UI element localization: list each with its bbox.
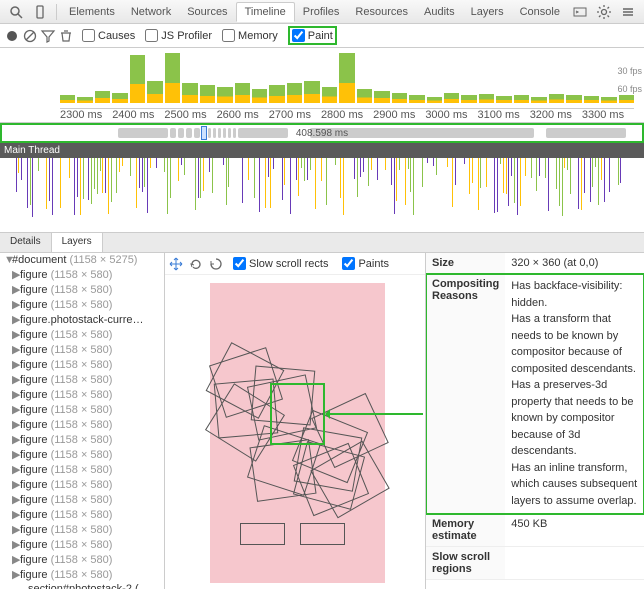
tree-row[interactable]: ▶figure (1158 × 580)	[0, 507, 164, 522]
tree-row[interactable]: ▶figure (1158 × 580)	[0, 567, 164, 582]
rotate-icon[interactable]	[189, 257, 203, 271]
main-thread-label: Main Thread	[0, 143, 644, 158]
tree-row[interactable]: ▶figure (1158 × 580)	[0, 357, 164, 372]
jsprofiler-checkbox[interactable]: JS Profiler	[145, 29, 212, 42]
tree-row[interactable]: ▶figure (1158 × 580)	[0, 447, 164, 462]
tree-row[interactable]: ▶figure (1158 × 580)	[0, 297, 164, 312]
layer-tree[interactable]: ▼#document (1158 × 5275)▶figure (1158 × …	[0, 253, 165, 589]
tree-row[interactable]: ▶figure (1158 × 580)	[0, 372, 164, 387]
tree-row[interactable]: ▶figure (1158 × 580)	[0, 537, 164, 552]
tab-audits[interactable]: Audits	[416, 3, 463, 21]
causes-checkbox[interactable]: Causes	[82, 29, 135, 42]
size-key: Size	[426, 253, 505, 274]
timeline-toolbar: Causes JS Profiler Memory Paint	[0, 24, 644, 48]
layer-rect[interactable]	[240, 523, 285, 545]
selected-layer[interactable]	[270, 383, 325, 445]
main-toolbar: ElementsNetworkSourcesTimelineProfilesRe…	[0, 0, 644, 24]
tab-console[interactable]: Console	[512, 3, 568, 21]
tab-details[interactable]: Details	[0, 233, 52, 252]
scroll-value	[505, 547, 644, 580]
tree-row[interactable]: ▶figure (1158 × 580)	[0, 432, 164, 447]
tab-resources[interactable]: Resources	[347, 3, 416, 21]
tab-elements[interactable]: Elements	[61, 3, 123, 21]
tab-layers[interactable]: Layers	[52, 233, 103, 252]
search-icon[interactable]	[8, 4, 24, 20]
tree-row[interactable]: ▶figure (1158 × 580)	[0, 462, 164, 477]
tree-row[interactable]: ▶figure (1158 × 580)	[0, 327, 164, 342]
comp-key: Compositing Reasons	[426, 274, 505, 514]
mem-key: Memory estimate	[426, 514, 505, 547]
layer-canvas[interactable]: Slow scroll rects Paints	[165, 253, 426, 589]
scrubber[interactable]: 408.598 ms	[0, 123, 644, 143]
clear-icon[interactable]	[22, 28, 38, 44]
memory-checkbox[interactable]: Memory	[222, 29, 278, 42]
reset-icon[interactable]	[209, 257, 223, 271]
paint-checkbox[interactable]: Paint	[288, 26, 337, 45]
tab-sources[interactable]: Sources	[179, 3, 235, 21]
fps-overview[interactable]: 30 fps 60 fps 2300 ms2400 ms2500 ms2600 …	[0, 48, 644, 123]
tree-row[interactable]: ▶figure (1158 × 580)	[0, 282, 164, 297]
tree-row[interactable]: ▶figure (1158 × 580)	[0, 477, 164, 492]
pan-icon[interactable]	[169, 257, 183, 271]
trash-icon[interactable]	[58, 28, 74, 44]
tree-row[interactable]: ▶figure (1158 × 580)	[0, 267, 164, 282]
tree-row[interactable]: ▶figure (1158 × 580)	[0, 387, 164, 402]
highlight-arrow	[328, 413, 423, 415]
tabs-host: ElementsNetworkSourcesTimelineProfilesRe…	[61, 6, 568, 18]
gear-icon[interactable]	[596, 4, 612, 20]
record-icon[interactable]	[4, 28, 20, 44]
comp-value: Has backface-visibility: hidden. Has a t…	[505, 274, 644, 514]
mem-value: 450 KB	[505, 514, 644, 547]
tab-network[interactable]: Network	[123, 3, 179, 21]
console-toggle-icon[interactable]	[572, 4, 588, 20]
tree-row[interactable]: ▶figure (1158 × 580)	[0, 522, 164, 537]
tree-row[interactable]: section#photostack-2 (…	[0, 582, 164, 589]
slow-scroll-checkbox[interactable]: Slow scroll rects	[233, 257, 328, 270]
tab-timeline[interactable]: Timeline	[236, 2, 295, 22]
tree-row[interactable]: ▶figure (1158 × 580)	[0, 492, 164, 507]
scroll-key: Slow scroll regions	[426, 547, 505, 580]
tree-row[interactable]: ▶figure (1158 × 580)	[0, 417, 164, 432]
tree-row[interactable]: ▼#document (1158 × 5275)	[0, 253, 164, 267]
lower-tabs: Details Layers	[0, 233, 644, 253]
menu-icon[interactable]	[620, 4, 636, 20]
tab-layers[interactable]: Layers	[463, 3, 512, 21]
tree-row[interactable]: ▶figure (1158 × 580)	[0, 342, 164, 357]
filter-icon[interactable]	[40, 28, 56, 44]
main-thread: Main Thread	[0, 143, 644, 233]
size-value: 320 × 360 (at 0,0)	[505, 253, 644, 274]
tree-row[interactable]: ▶figure.photostack-curre…	[0, 312, 164, 327]
tree-row[interactable]: ▶figure (1158 × 580)	[0, 552, 164, 567]
tree-row[interactable]: ▶figure (1158 × 580)	[0, 402, 164, 417]
tab-profiles[interactable]: Profiles	[295, 3, 348, 21]
paints-checkbox[interactable]: Paints	[342, 257, 389, 270]
layer-info: Size320 × 360 (at 0,0) Compositing Reaso…	[426, 253, 644, 589]
flame-chart[interactable]	[0, 158, 644, 230]
scrub-time: 408.598 ms	[2, 128, 642, 139]
device-icon[interactable]	[32, 4, 48, 20]
layer-rect[interactable]	[300, 523, 345, 545]
